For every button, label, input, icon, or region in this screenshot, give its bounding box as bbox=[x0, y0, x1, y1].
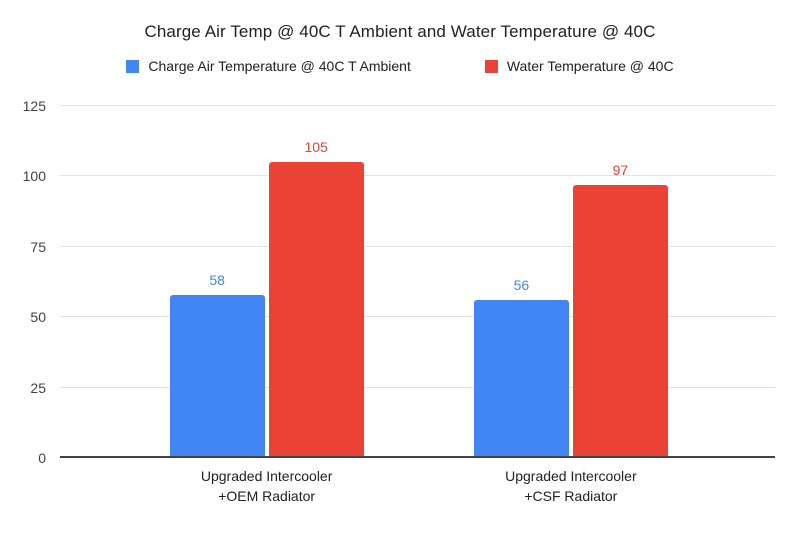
bar-value-label: 105 bbox=[304, 139, 328, 156]
gridline-125 bbox=[60, 105, 775, 106]
y-tick-label-50: 50 bbox=[30, 309, 46, 326]
gridline-75 bbox=[60, 245, 775, 247]
gridline-50 bbox=[60, 316, 775, 318]
chart-title: Charge Air Temp @ 40C T Ambient and Wate… bbox=[144, 22, 656, 41]
gridline-25 bbox=[60, 386, 775, 388]
legend-swatch-blue-icon bbox=[126, 59, 140, 73]
legend-item-charge-air-temp: Charge Air Temperature @ 40C T Ambient bbox=[126, 58, 411, 74]
charge-air-temp-bar-1 bbox=[169, 294, 265, 458]
plot-area: 58 105 56 97 bbox=[60, 105, 775, 458]
bar-group-1: 58 105 bbox=[169, 106, 364, 458]
legend-item-water-temp: Water Temperature @ 40C bbox=[484, 58, 674, 74]
legend-label-water-temp: Water Temperature @ 40C bbox=[506, 58, 674, 74]
x-category-label-2: Upgraded Intercooler +CSF Radiator bbox=[505, 468, 637, 504]
bar-cell: 58 bbox=[169, 106, 265, 458]
x-category-label-1: Upgraded Intercooler +OEM Radiator bbox=[200, 468, 333, 504]
x-axis-baseline bbox=[60, 456, 775, 458]
bar-group-2: 56 97 bbox=[473, 106, 668, 458]
y-tick-label-125: 125 bbox=[22, 98, 46, 114]
x-axis-labels: Upgraded Intercooler +OEM Radiator Upgrad… bbox=[60, 466, 775, 514]
legend-swatch-red-icon bbox=[484, 59, 498, 73]
bar-cell: 97 bbox=[572, 106, 668, 458]
bar-cell: 105 bbox=[268, 106, 364, 458]
chart-legend: Charge Air Temperature @ 40C T Ambient W… bbox=[0, 58, 800, 74]
y-tick-label-100: 100 bbox=[22, 168, 46, 185]
water-temp-bar-1 bbox=[268, 162, 364, 458]
water-temp-bar-2 bbox=[572, 184, 668, 458]
bar-value-label: 58 bbox=[209, 271, 225, 288]
y-tick-label-0: 0 bbox=[38, 450, 46, 466]
legend-label-charge-air-temp: Charge Air Temperature @ 40C T Ambient bbox=[148, 58, 411, 74]
y-axis: 0 25 50 75 100 125 bbox=[0, 98, 52, 466]
gridline-100 bbox=[60, 175, 775, 177]
charge-air-temp-bar-2 bbox=[473, 300, 569, 458]
bar-value-label: 97 bbox=[612, 161, 629, 178]
y-tick-label-25: 25 bbox=[30, 379, 46, 396]
bar-value-label: 56 bbox=[513, 277, 530, 294]
bar-cell: 56 bbox=[473, 106, 569, 458]
y-tick-label-75: 75 bbox=[30, 238, 46, 255]
